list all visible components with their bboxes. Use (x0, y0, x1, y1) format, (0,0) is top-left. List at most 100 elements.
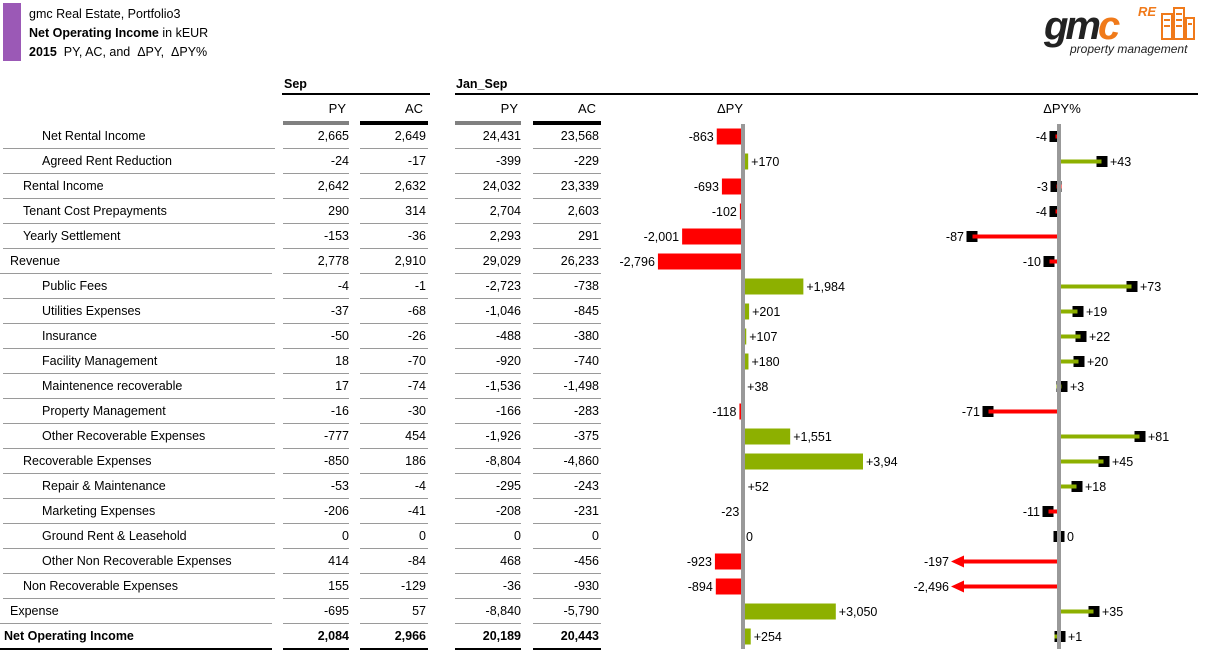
delta-bar (714, 553, 743, 570)
delta-bar (743, 603, 836, 620)
delta-bar (743, 303, 750, 320)
delta-label: -2,001 (644, 230, 679, 244)
pct-label: -197 (924, 555, 949, 569)
cell-ytd-py: 2,293 (489, 229, 521, 243)
row-divider (455, 573, 521, 574)
row-divider (283, 198, 349, 199)
pct-label: -87 (946, 230, 964, 244)
row-divider (283, 323, 349, 324)
pct-label: -11 (1023, 505, 1040, 519)
row-divider (360, 223, 428, 224)
cell-ytd-ac: -4,860 (563, 454, 599, 468)
row-label: Repair & Maintenance (42, 479, 166, 493)
cell-sep-ac: 2,966 (394, 629, 426, 643)
table-row: Maintenence recoverable 17 -74 -1,536 -1,498 (0, 374, 1226, 399)
pct-label: +3 (1070, 380, 1084, 394)
row-divider (533, 448, 601, 449)
pct-marker-inner (1048, 509, 1054, 514)
row-label: Rental Income (23, 179, 104, 193)
cell-sep-ac: 186 (405, 454, 426, 468)
cell-ytd-py: -488 (495, 329, 521, 343)
pct-marker (1098, 456, 1110, 467)
cell-ytd-py: 20,189 (482, 629, 521, 643)
row-divider (455, 323, 521, 324)
pct-label: -71 (962, 405, 980, 419)
row-divider (283, 373, 349, 374)
pct-marker (1088, 606, 1100, 617)
row-divider (533, 423, 601, 424)
row-divider (533, 373, 601, 374)
row-divider (455, 548, 521, 549)
delta-bar (715, 578, 743, 595)
pct-marker-inner (988, 409, 994, 414)
cell-sep-py: 414 (328, 554, 349, 568)
row-divider (455, 598, 521, 599)
delta-bar (743, 628, 751, 645)
pct-marker (1049, 206, 1061, 217)
cell-ytd-ac: 20,443 (560, 629, 599, 643)
cell-ytd-py: -1,926 (485, 429, 521, 443)
row-divider (360, 648, 428, 650)
delta-bar (721, 178, 743, 195)
row-divider (533, 348, 601, 349)
cell-sep-ac: 314 (405, 204, 426, 218)
row-divider (283, 523, 349, 524)
building-icon (1161, 7, 1195, 40)
table-row: Property Management -16 -30 -166 -283 (0, 399, 1226, 424)
pct-marker-inner (1134, 434, 1140, 439)
pct-label: 0 (1067, 530, 1074, 544)
cell-sep-ac: -68 (407, 304, 426, 318)
row-divider (455, 398, 521, 399)
pct-marker-inner (1073, 359, 1079, 364)
row-divider (360, 248, 428, 249)
table-row: Tenant Cost Prepayments 290 314 2,704 2,603 (0, 199, 1226, 224)
row-divider (3, 173, 275, 174)
ac-indicator-bar (533, 121, 601, 125)
row-divider (360, 323, 428, 324)
cell-sep-py: 2,778 (317, 254, 349, 268)
cell-sep-py: 155 (328, 579, 349, 593)
py-indicator-bar (455, 121, 521, 125)
row-divider (533, 623, 601, 624)
row-label: Insurance (42, 329, 97, 343)
delta-bar (716, 128, 743, 145)
pct-label: +45 (1112, 455, 1133, 469)
row-divider (533, 298, 601, 299)
row-divider (533, 398, 601, 399)
delta-label: -693 (694, 180, 719, 194)
row-divider (455, 223, 521, 224)
table-row: Repair & Maintenance -53 -4 -295 -243 (0, 474, 1226, 499)
cell-ytd-py: -1,536 (485, 379, 521, 393)
row-divider (283, 173, 349, 174)
table-row: Yearly Settlement -153 -36 2,293 291 (0, 224, 1226, 249)
report-scenarios: 2015 PY, AC, and ΔPY, ΔPY% (29, 45, 208, 59)
row-divider (3, 498, 275, 499)
cell-ytd-py: -1,046 (485, 304, 521, 318)
row-divider (360, 273, 428, 274)
cell-sep-py: -53 (330, 479, 349, 493)
row-divider (283, 498, 349, 499)
cell-ytd-ac: 26,233 (560, 254, 599, 268)
cell-ytd-ac: -845 (573, 304, 599, 318)
row-divider (360, 173, 428, 174)
row-divider (3, 248, 275, 249)
cell-ytd-ac: -283 (573, 404, 599, 418)
pct-marker-inner (1071, 484, 1077, 489)
row-divider (3, 348, 275, 349)
delta-label: +1,984 (806, 280, 845, 294)
cell-sep-ac: -74 (407, 379, 426, 393)
cell-sep-py: -24 (330, 154, 349, 168)
cell-sep-ac: -129 (400, 579, 426, 593)
cell-sep-ac: -17 (407, 154, 426, 168)
row-divider (360, 548, 428, 549)
delta-label: 0 (746, 530, 753, 544)
row-label: Net Operating Income (4, 629, 134, 643)
cell-ytd-py: 2,704 (489, 204, 521, 218)
table-row: Utilities Expenses -37 -68 -1,046 -845 (0, 299, 1226, 324)
cell-sep-ac: -1 (414, 279, 426, 293)
pct-marker (1056, 381, 1068, 392)
pct-marker (1072, 306, 1084, 317)
col-header-sep-ac: AC (404, 101, 423, 116)
row-divider (533, 573, 601, 574)
row-divider (360, 523, 428, 524)
